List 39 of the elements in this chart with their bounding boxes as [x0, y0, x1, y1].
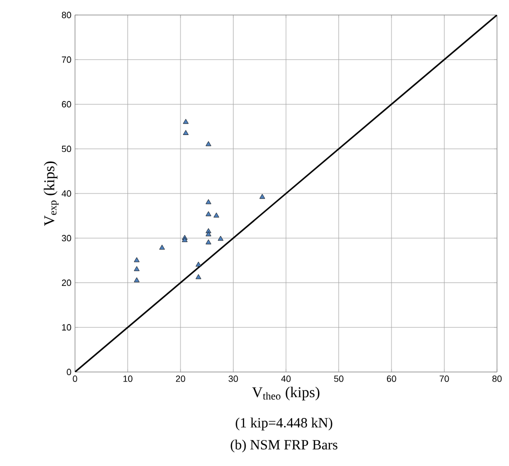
y-tick-label: 50: [62, 146, 72, 152]
y-tick-label: 80: [62, 12, 72, 18]
point: [206, 239, 212, 244]
point: [206, 231, 212, 236]
y-tick-label: 10: [62, 324, 72, 331]
y-axis-title: V$_{exp}$ (kips): [44, 162, 59, 226]
point: [196, 274, 202, 280]
x-tick-label: 10: [123, 376, 132, 382]
point: [134, 266, 140, 272]
point: [134, 257, 140, 262]
point: [159, 244, 165, 250]
point: [259, 194, 266, 199]
point: [214, 212, 220, 218]
point: [134, 277, 140, 282]
text: (b) NSM FRP Bars: [230, 440, 338, 452]
y-tick-label: 70: [62, 56, 72, 63]
y-tick-label: 0: [66, 368, 72, 376]
x-axis-title: V$_{theo}$ (kips): [252, 386, 320, 400]
point: [206, 141, 212, 146]
point: [196, 262, 202, 267]
point: [182, 130, 189, 135]
y-tick-label: 20: [62, 280, 72, 286]
x-tick-label: 70: [440, 376, 449, 382]
point: [182, 118, 189, 124]
y-tick-label: 30: [62, 234, 72, 242]
x-tick-label: 20: [176, 376, 186, 382]
point: [206, 199, 212, 204]
x-tick-label: 60: [386, 376, 396, 382]
x-tick-label: 40: [281, 376, 291, 382]
point: [182, 237, 188, 242]
x-tick-label: 0: [72, 376, 78, 382]
x-tick-label: 50: [334, 376, 344, 382]
y-tick-label: 60: [62, 101, 72, 108]
text: (1 kip=4.448 kN): [236, 418, 332, 430]
x-tick-label: 80: [492, 376, 502, 382]
x-tick-label: 30: [228, 376, 238, 382]
point: [206, 211, 212, 216]
point: [218, 236, 224, 241]
y-tick-label: 40: [62, 190, 72, 197]
